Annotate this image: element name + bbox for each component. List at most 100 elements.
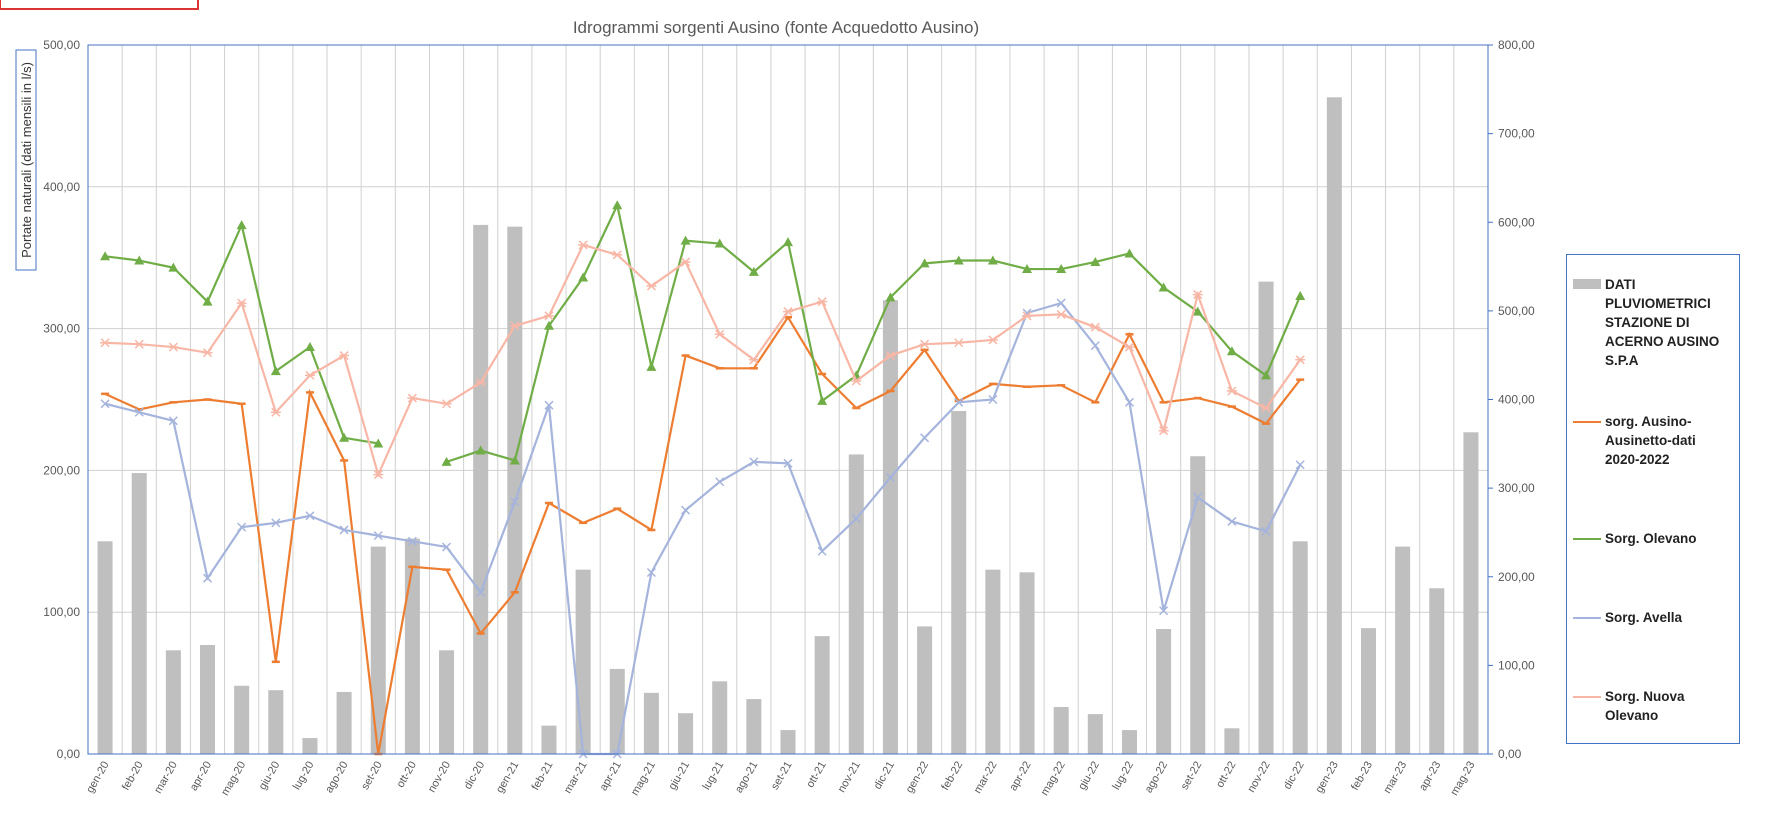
marker [373,438,384,448]
x-tick-label: gen-21 [494,760,522,796]
bar [1258,281,1274,754]
marker [373,531,383,541]
x-tick-label: dic-22 [1281,760,1306,792]
marker [441,456,452,466]
x-tick-label: ott-21 [804,760,828,790]
bar [302,738,318,754]
marker [134,407,144,417]
marker [202,348,213,358]
marker [168,416,178,426]
bar [678,713,694,754]
marker [851,376,862,386]
bar [507,226,523,754]
bar [917,626,933,754]
x-tick-label: feb-21 [530,760,556,793]
marker [236,220,247,230]
bar [97,541,113,754]
marker [748,266,759,276]
marker [1124,397,1134,407]
marker [1193,492,1203,502]
marker [441,399,452,409]
y-label-box [15,49,37,271]
y2-tick-label: 300,00 [1498,481,1535,495]
bar [1190,456,1206,754]
x-tick-label: set-21 [769,760,795,792]
marker [407,393,418,403]
marker [919,339,930,349]
y2-tick-label: 700,00 [1498,127,1535,141]
marker [987,335,998,345]
legend-item: Sorg. Avella [1573,608,1733,627]
marker [920,433,930,443]
marker [168,342,179,352]
marker [783,307,793,317]
bar [1292,541,1308,754]
marker [202,573,213,583]
bar [780,730,796,754]
legend-swatch [1573,617,1601,619]
y2-tick-label: 400,00 [1498,393,1535,407]
x-tick-label: apr-20 [188,760,214,794]
marker [475,377,486,388]
marker [509,455,520,465]
x-tick-label: apr-23 [1417,760,1443,794]
x-tick-label: nov-21 [836,760,863,795]
marker [1295,355,1306,365]
thumbnail [0,0,199,10]
marker [783,458,793,468]
x-tick-label: giu-22 [1076,760,1102,792]
legend-item: DATI PLUVIOMETRICI STAZIONE DI ACERNO AU… [1573,275,1733,370]
marker [1090,322,1101,332]
y2-tick-label: 100,00 [1498,658,1535,672]
bar [814,636,830,754]
marker [714,329,725,339]
x-tick-label: set-20 [359,760,385,792]
legend-swatch [1573,696,1601,698]
legend-item: Sorg. Olevano [1573,529,1733,548]
bar [951,411,967,754]
x-tick-label: nov-22 [1245,760,1272,795]
chart-title: Idrogrammi sorgenti Ausino (fonte Acqued… [573,18,979,37]
x-tick-label: lug-21 [701,760,727,792]
x-tick-label: mar-23 [1381,760,1409,796]
marker [510,497,520,507]
marker [1090,256,1101,266]
bar [1463,432,1479,754]
line [105,243,1302,478]
marker [1261,403,1272,413]
marker [783,237,793,247]
marker [1158,426,1169,436]
marker [442,542,452,552]
y-tick-label: 400,00 [43,180,80,194]
x-tick-label: feb-22 [939,760,965,793]
x-tick-label: apr-22 [1007,760,1033,794]
marker [1124,342,1135,352]
bar [473,224,489,754]
y2-tick-label: 0,00 [1498,747,1522,761]
marker [817,395,828,405]
marker [1090,341,1100,351]
y2-tick-label: 800,00 [1498,38,1535,52]
bar [1360,628,1376,754]
bar [234,685,250,754]
marker [1226,346,1237,356]
marker [270,366,281,376]
marker [134,255,145,265]
x-tick-label: mar-21 [562,760,590,796]
legend-item: sorg. Ausino-Ausinetto-dati 2020-2022 [1573,412,1733,469]
marker [680,257,691,267]
y-tick-label: 200,00 [43,463,80,477]
x-tick-label: dic-21 [872,760,897,792]
bar [1121,730,1137,754]
marker [509,321,520,331]
marker [646,281,657,291]
marker [953,338,964,348]
bar [1326,97,1342,754]
y2-tick-label: 200,00 [1498,570,1535,584]
legend-label: DATI PLUVIOMETRICI STAZIONE DI ACERNO AU… [1605,277,1720,368]
x-tick-label: mag-23 [1448,760,1477,798]
bar [643,692,659,754]
bar [1053,707,1069,754]
marker [271,518,281,528]
